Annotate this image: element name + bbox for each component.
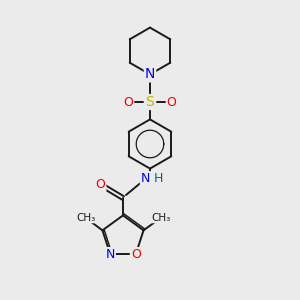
Text: N: N [141,172,150,185]
Text: H: H [154,172,163,185]
Text: S: S [146,95,154,109]
Text: CH₃: CH₃ [76,213,96,223]
Text: N: N [145,68,155,81]
Text: CH₃: CH₃ [151,213,171,223]
Text: O: O [167,95,176,109]
Text: O: O [131,248,141,261]
Text: N: N [106,248,115,261]
Text: O: O [124,95,133,109]
Text: O: O [96,178,105,191]
